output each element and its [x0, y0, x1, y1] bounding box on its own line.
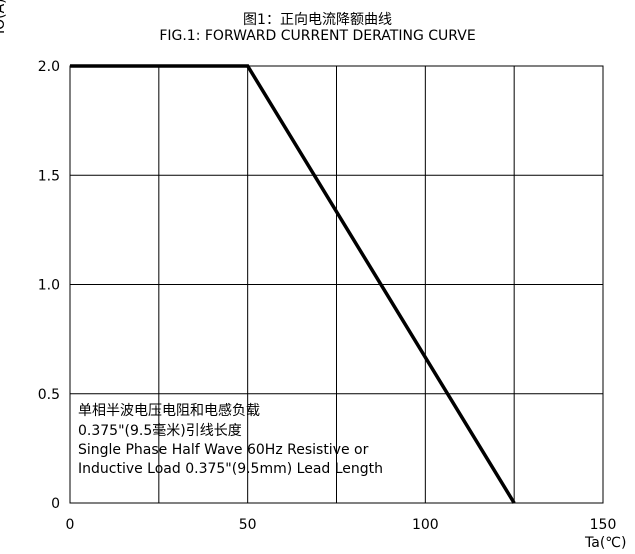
- y-tick-label: 1.0: [38, 278, 60, 294]
- x-axis-label: Ta(℃): [585, 535, 627, 551]
- x-tick-label: 50: [239, 517, 257, 533]
- x-tick-label: 150: [590, 517, 617, 533]
- annotation-line-2: 0.375"(9.5毫米)引线长度: [78, 423, 242, 439]
- y-tick-label: 1.5: [38, 168, 60, 184]
- y-tick-label: 0: [51, 496, 60, 512]
- y-tick-label: 0.5: [38, 387, 60, 403]
- annotation-line-3: Single Phase Half Wave 60Hz Resistive or: [78, 442, 369, 458]
- y-tick-label: 2.0: [38, 59, 60, 75]
- x-tick-label: 0: [66, 517, 75, 533]
- annotation-line-1: 单相半波电压电阻和电感负载: [78, 403, 260, 419]
- x-tick-label: 100: [412, 517, 439, 533]
- annotation-line-4: Inductive Load 0.375"(9.5mm) Lead Length: [78, 461, 384, 477]
- chart-title-chinese: 图1：正向电流降额曲线: [243, 12, 392, 28]
- plot-frame: [69, 65, 604, 504]
- tick-labels: 0 0.5 1.0 1.5 2.0 0 50 100 150: [38, 59, 617, 533]
- y-axis-label: IO(A): [0, 0, 8, 34]
- chart-title: FIG.1: FORWARD CURRENT DERATING CURVE: [159, 28, 476, 44]
